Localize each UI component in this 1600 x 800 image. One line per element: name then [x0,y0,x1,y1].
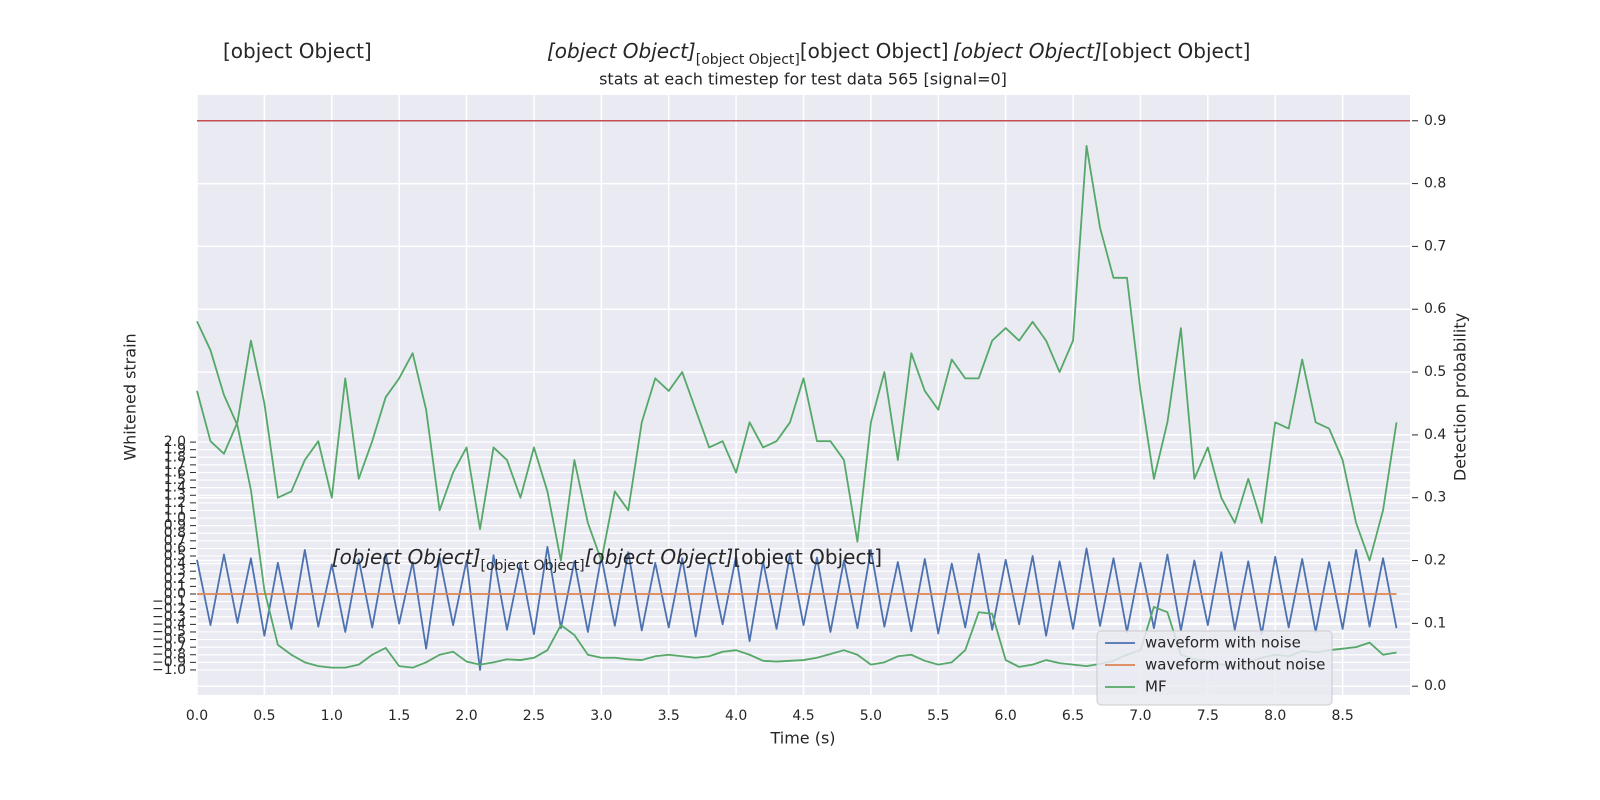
x-tick-label: 8.0 [1264,708,1286,724]
y-tick-label: 0.0 [164,586,186,602]
y2-tick-label: 0.9 [1424,113,1446,129]
text-part: [object Object] [696,52,800,68]
y-tick-label: 0.4 [164,556,186,572]
y-tick-label: 1.1 [164,502,186,518]
y-tick-label: 1.5 [164,472,186,488]
series-line [196,546,1398,671]
y-tick-label: −0.7 [152,639,186,655]
y2-tick-label: 0.8 [1424,176,1446,192]
annotation: [object Object][object Object][object Ob… [332,545,882,575]
y-tick-label: −1.0 [152,662,186,678]
x-tick-label: 5.5 [927,708,949,724]
y2-tick-label: 0.1 [1424,615,1446,631]
y-tick-label: −0.1 [152,594,186,610]
y-tick-label: −0.3 [152,609,186,625]
x-tick-label: 4.0 [725,708,747,724]
x-tick-label: 7.5 [1197,708,1219,724]
text-part: [object Object] [481,558,585,574]
y-tick-label: 1.0 [164,510,186,526]
text-part: [object Object] [953,39,1102,63]
y-tick-label: 2.0 [164,434,186,450]
legend: waveform with noise waveform without nois… [1096,630,1333,706]
y2-tick-label: 0.6 [1424,301,1446,317]
legend-label: waveform with noise [1145,634,1301,652]
text-part: [object Object] [332,545,481,569]
x-tick-label: 3.0 [590,708,612,724]
y-tick-label: 1.3 [164,487,186,503]
y-tick-label: 1.4 [164,480,186,496]
x-tick-label: 3.5 [658,708,680,724]
text-part: [object Object] [547,39,696,63]
y-tick-label: 0.6 [164,540,186,556]
text-part: [object Object] [585,545,734,569]
text-part: [object Object] [1102,39,1251,63]
y2-tick-label: 0.2 [1424,553,1446,569]
y-tick-label: 0.2 [164,571,186,587]
header-text: [object Object] [223,39,372,63]
x-tick-label: 1.5 [388,708,410,724]
y-tick-label: −0.9 [152,654,186,670]
y-tick-label: −0.2 [152,601,186,617]
y-tick-label: 1.6 [164,464,186,480]
y-tick-label: −0.6 [152,632,186,648]
y2-tick-label: 0.5 [1424,364,1446,380]
y-tick-label: 1.8 [164,449,186,465]
x-tick-label: 2.5 [523,708,545,724]
x-tick-label: 1.0 [321,708,343,724]
x-tick-label: 8.5 [1331,708,1353,724]
text-part: [object Object] [800,39,949,63]
y-tick-label: 0.5 [164,548,186,564]
y-tick-label: 0.9 [164,518,186,534]
legend-label: waveform without noise [1145,656,1325,674]
y-tick-label: 1.7 [164,457,186,473]
x-tick-label: 0.0 [186,708,208,724]
text-part: [object Object] [733,545,882,569]
y2-tick-label: 0.7 [1424,238,1446,254]
header-text: [object Object][object Object][object Ob… [547,39,949,69]
x-tick-label: 4.5 [792,708,814,724]
y-tick-label: 0.3 [164,563,186,579]
x-tick-label: 7.0 [1129,708,1151,724]
y-tick-label: 0.7 [164,533,186,549]
x-tick-label: 6.0 [995,708,1017,724]
x-tick-label: 5.0 [860,708,882,724]
header-text: [object Object][object Object] [953,39,1250,63]
x-tick-label: 6.5 [1062,708,1084,724]
series-line [196,144,1398,562]
x-tick-label: 0.5 [253,708,275,724]
text-part: [object Object] [223,39,372,63]
y-tick-label: 0.1 [164,578,186,594]
x-axis-label: Time (s) [769,729,835,748]
y-axis-label: Whitened strain [121,333,140,460]
y-tick-label: −0.5 [152,624,186,640]
y-tick-label: 0.8 [164,525,186,541]
y2-tick-label: 0.3 [1424,490,1446,506]
chart-title: stats at each timestep for test data 565… [599,70,1007,89]
y2-tick-label: 0.0 [1424,678,1446,694]
y-tick-label: 1.2 [164,495,186,511]
y-tick-label: −0.4 [152,616,186,632]
legend-label: MF [1145,678,1167,696]
y2-axis-label: Detection probability [1451,313,1470,481]
y-tick-label: 1.9 [164,442,186,458]
y-tick-label: −0.8 [152,647,186,663]
y2-tick-label: 0.4 [1424,427,1446,443]
legend-box [1096,630,1333,706]
x-tick-label: 2.0 [455,708,477,724]
